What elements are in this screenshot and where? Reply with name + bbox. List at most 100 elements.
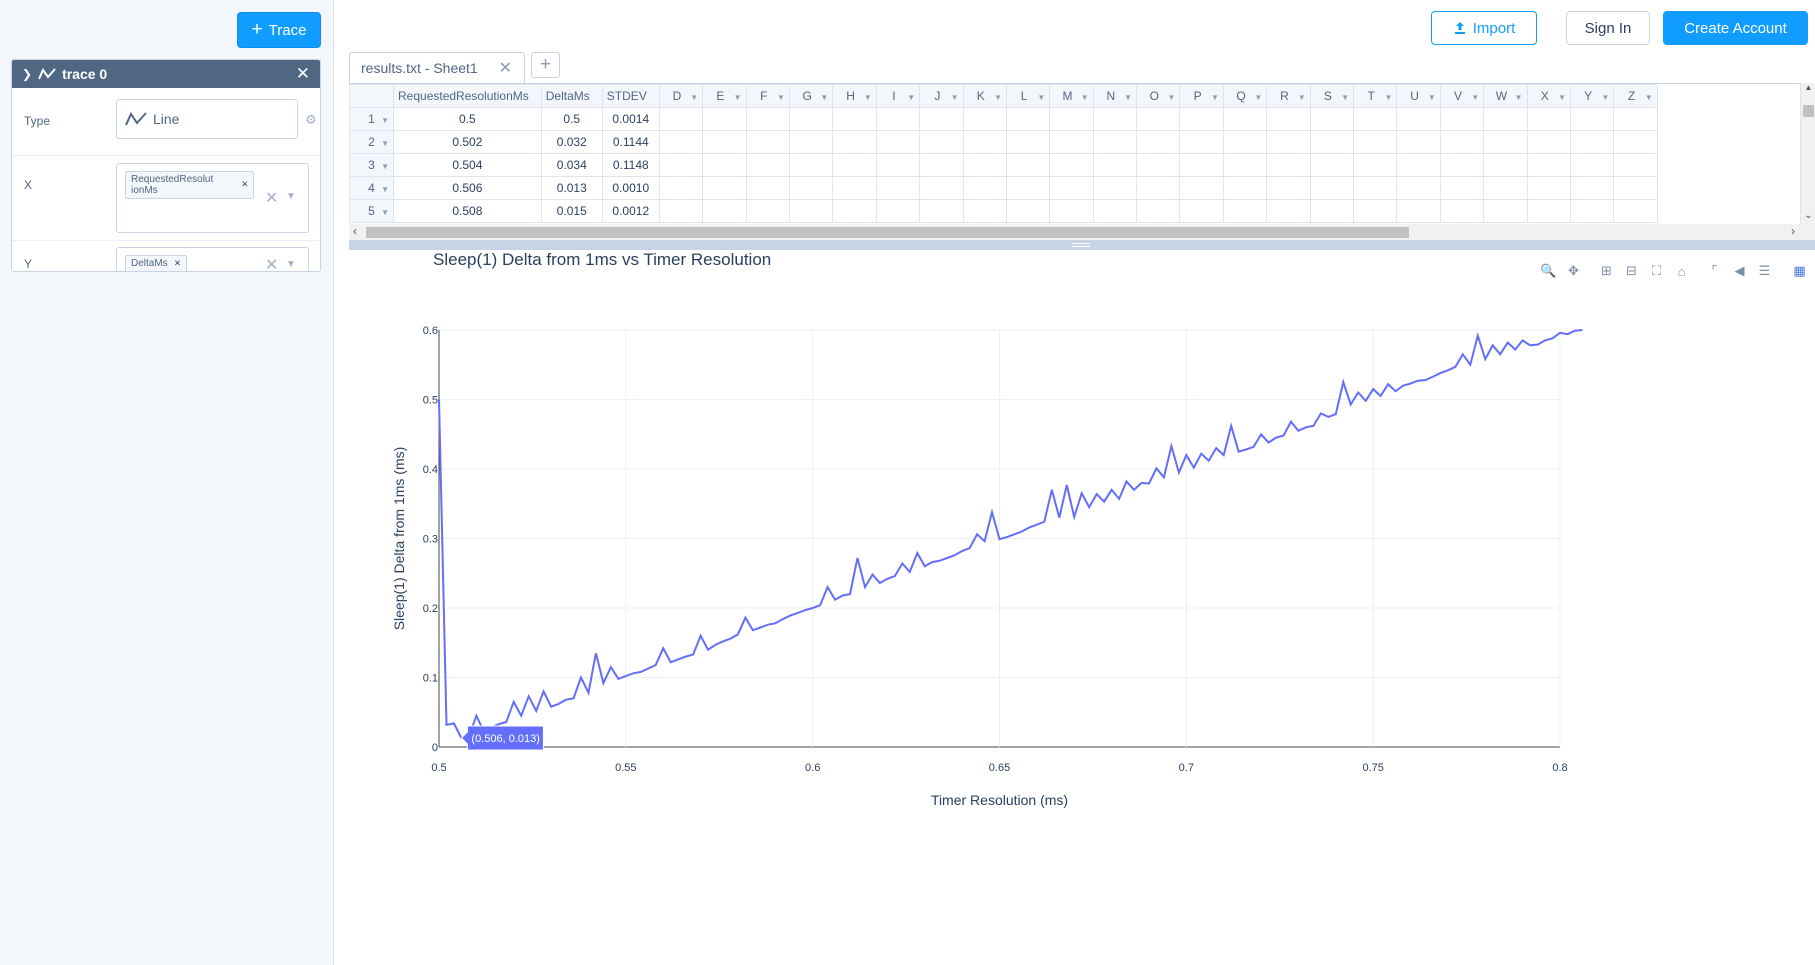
clear-icon[interactable]: ✕	[265, 257, 279, 272]
column-menu-icon[interactable]: ▼	[820, 93, 829, 102]
close-tab-icon[interactable]: ✕	[498, 60, 512, 77]
column-header[interactable]: Z ▼	[1613, 84, 1658, 108]
column-menu-icon[interactable]: ▼	[1514, 93, 1523, 102]
horizontal-scrollbar[interactable]: ‹ ›	[349, 224, 1815, 240]
table-cell[interactable]	[1396, 153, 1441, 177]
table-cell[interactable]	[702, 199, 747, 223]
table-cell[interactable]	[1136, 130, 1181, 154]
table-cell[interactable]	[919, 199, 964, 223]
scroll-thumb[interactable]	[366, 227, 1409, 238]
type-dropdown[interactable]: Line	[116, 99, 298, 139]
table-cell[interactable]: 0.034	[540, 153, 603, 177]
scroll-left-icon[interactable]: ‹	[353, 224, 357, 238]
table-cell[interactable]: 0.5	[393, 107, 542, 131]
spreadsheet-grid[interactable]: RequestedResolutionMs DeltaMs STDEV D ▼ E ▼ F ▼ G…	[349, 83, 1815, 224]
table-cell[interactable]	[1092, 107, 1138, 131]
import-button[interactable]: Import	[1431, 11, 1537, 45]
table-cell[interactable]	[1569, 153, 1615, 177]
table-cell[interactable]	[1483, 199, 1528, 223]
table-cell[interactable]	[1353, 153, 1398, 177]
table-cell[interactable]	[1049, 153, 1094, 177]
table-cell[interactable]: 0.0014	[601, 107, 660, 131]
table-cell[interactable]	[1613, 107, 1658, 131]
table-cell[interactable]	[1396, 176, 1441, 200]
table-cell[interactable]	[1222, 107, 1268, 131]
row-menu-icon[interactable]: ▼	[381, 162, 389, 171]
autoscale-icon[interactable]: ⛶	[1651, 263, 1662, 278]
column-header[interactable]: D ▼	[658, 84, 704, 108]
column-header[interactable]: H ▼	[832, 84, 877, 108]
table-cell[interactable]	[875, 130, 921, 154]
table-cell[interactable]	[962, 130, 1007, 154]
table-cell[interactable]	[875, 107, 921, 131]
plotly-logo-icon[interactable]: ▦	[1793, 263, 1806, 278]
table-cell[interactable]	[658, 153, 704, 177]
table-cell[interactable]	[1439, 199, 1485, 223]
column-header[interactable]: E ▼	[702, 84, 747, 108]
table-cell[interactable]	[1266, 199, 1311, 223]
table-cell[interactable]	[1266, 107, 1311, 131]
table-cell[interactable]	[1136, 153, 1181, 177]
table-cell[interactable]	[962, 107, 1007, 131]
table-cell[interactable]	[1179, 176, 1224, 200]
table-cell[interactable]: 0.5	[540, 107, 603, 131]
table-cell[interactable]	[832, 153, 877, 177]
column-menu-icon[interactable]: ▼	[1471, 93, 1480, 102]
table-cell[interactable]: 0.0010	[601, 176, 660, 200]
row-header[interactable]: 3 ▼	[349, 153, 394, 177]
table-cell[interactable]	[832, 107, 877, 131]
row-header[interactable]: 5 ▼	[349, 199, 394, 223]
column-header[interactable]: N ▼	[1092, 84, 1138, 108]
zoom-icon[interactable]: 🔍	[1540, 263, 1557, 278]
reset-axes-icon[interactable]: ⌂	[1677, 263, 1686, 279]
add-sheet-button[interactable]: +	[531, 52, 560, 78]
y-dropdown[interactable]: DeltaMs × ✕ ▼	[116, 247, 309, 272]
row-menu-icon[interactable]: ▼	[381, 208, 389, 217]
column-menu-icon[interactable]: ▼	[1384, 93, 1393, 102]
table-cell[interactable]	[788, 107, 834, 131]
trace-header[interactable]: ❯ trace 0 ✕	[12, 60, 320, 88]
drag-handle-icon[interactable]	[1072, 243, 1090, 247]
table-cell[interactable]	[832, 130, 877, 154]
chevron-down-icon[interactable]: ▼	[286, 191, 296, 202]
chevron-down-icon[interactable]: ▼	[286, 259, 296, 270]
vertical-scrollbar[interactable]: ▲ ⌄	[1800, 83, 1815, 224]
table-cell[interactable]	[788, 130, 834, 154]
table-cell[interactable]: 0.0012	[601, 199, 660, 223]
table-cell[interactable]	[1266, 153, 1311, 177]
table-cell[interactable]	[1396, 130, 1441, 154]
scroll-right-icon[interactable]: ›	[1791, 224, 1795, 238]
table-cell[interactable]	[1526, 153, 1571, 177]
column-header[interactable]: U ▼	[1396, 84, 1441, 108]
table-cell[interactable]	[1092, 130, 1138, 154]
table-cell[interactable]	[1439, 176, 1485, 200]
column-header[interactable]: W ▼	[1483, 84, 1528, 108]
chart-area[interactable]: 0 0.1 0.2 0.3 0.4 0.5 0.6 0.5 0.55 0.6 0.65 0.7 0.75…	[349, 250, 1815, 965]
table-cell[interactable]	[1309, 153, 1355, 177]
table-cell[interactable]	[1353, 107, 1398, 131]
table-cell[interactable]	[1353, 176, 1398, 200]
table-cell[interactable]	[702, 130, 747, 154]
table-cell[interactable]	[1049, 176, 1094, 200]
table-cell[interactable]: 0.508	[393, 199, 542, 223]
table-cell[interactable]	[1309, 130, 1355, 154]
table-cell[interactable]	[788, 199, 834, 223]
column-header[interactable]: S ▼	[1309, 84, 1355, 108]
table-cell[interactable]	[658, 130, 704, 154]
column-header[interactable]: V ▼	[1439, 84, 1485, 108]
table-cell[interactable]	[1309, 176, 1355, 200]
table-cell[interactable]	[919, 153, 964, 177]
column-menu-icon[interactable]: ▼	[1297, 93, 1306, 102]
table-cell[interactable]	[1309, 107, 1355, 131]
row-menu-icon[interactable]: ▼	[381, 185, 389, 194]
add-trace-button[interactable]: + Trace	[237, 12, 321, 48]
column-menu-icon[interactable]: ▼	[1080, 93, 1089, 102]
table-cell[interactable]	[1613, 176, 1658, 200]
column-menu-icon[interactable]: ▼	[1341, 93, 1350, 102]
table-cell[interactable]	[1092, 176, 1138, 200]
column-menu-icon[interactable]: ▼	[1644, 93, 1653, 102]
table-cell[interactable]	[875, 153, 921, 177]
clear-icon[interactable]: ✕	[265, 190, 279, 207]
column-header[interactable]: RequestedResolutionMs	[393, 84, 542, 108]
table-cell[interactable]	[1569, 107, 1615, 131]
